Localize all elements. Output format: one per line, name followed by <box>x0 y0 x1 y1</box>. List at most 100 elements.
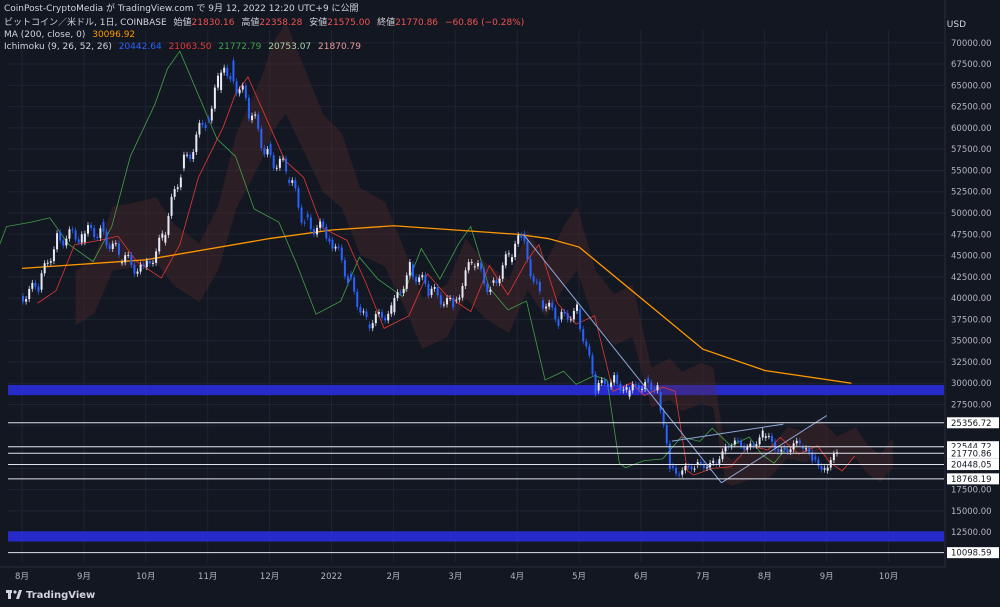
price-candle <box>563 311 566 314</box>
price-candle <box>597 383 600 391</box>
price-candle <box>687 466 690 468</box>
price-candle <box>229 76 232 80</box>
price-candle <box>207 118 210 121</box>
price-candle <box>551 302 554 308</box>
price-candle <box>65 238 68 246</box>
price-candle <box>705 467 708 469</box>
open-label: 始値 <box>173 18 192 28</box>
x-tick-label: 11月 <box>198 572 217 582</box>
price-candle <box>684 466 687 471</box>
price-candle <box>281 158 284 160</box>
price-candle <box>198 122 201 135</box>
price-candle <box>111 243 114 250</box>
price-candle <box>644 382 647 390</box>
price-candle <box>678 474 681 476</box>
price-candle <box>179 177 182 188</box>
price-candle <box>235 81 238 94</box>
price-candle <box>223 67 226 73</box>
price-candle <box>331 239 334 249</box>
price-candle <box>579 308 582 330</box>
price-candle <box>634 384 637 386</box>
price-candle <box>83 233 86 243</box>
price-candle <box>22 295 24 302</box>
x-tick-label: 3月 <box>448 572 462 582</box>
tradingview-brand: TradingView <box>26 590 96 601</box>
level-label: 21770.86 <box>951 449 992 459</box>
price-candle <box>238 89 241 94</box>
x-tick-label: 8月 <box>15 572 29 582</box>
y-tick-label: 12500.00 <box>951 528 992 538</box>
price-candle <box>49 261 52 263</box>
x-tick-label: 7月 <box>696 572 710 582</box>
price-candle <box>263 147 266 155</box>
price-candle <box>733 440 736 445</box>
price-candle <box>504 254 507 266</box>
price-candle <box>554 307 557 320</box>
y-tick-label: 40000.00 <box>951 294 992 304</box>
price-candle <box>777 449 780 452</box>
price-candle <box>749 443 752 448</box>
price-candle <box>467 262 470 271</box>
price-candle <box>455 299 458 301</box>
price-candle <box>625 387 628 390</box>
publish-credit: CoinPost-CryptoMedia が TradingView.com で… <box>4 4 359 14</box>
price-candle <box>430 288 433 295</box>
x-tick-label: 8月 <box>758 572 772 582</box>
price-candle <box>340 247 343 261</box>
price-candle <box>356 291 359 307</box>
price-candle <box>712 460 715 463</box>
level-label-box <box>947 447 999 459</box>
price-candle <box>31 282 34 289</box>
price-candle <box>616 374 619 384</box>
price-candle <box>312 229 315 235</box>
price-candle <box>148 260 151 264</box>
price-candle <box>306 214 309 218</box>
price-candle <box>480 263 483 270</box>
price-candle <box>167 215 170 235</box>
price-candle <box>585 341 588 347</box>
price-candle <box>433 286 436 289</box>
price-candle <box>740 441 743 447</box>
y-tick-label: 30000.00 <box>951 379 992 389</box>
price-candle <box>244 85 247 98</box>
price-candle <box>641 389 643 391</box>
price-candle <box>164 234 167 243</box>
price-candle <box>371 323 374 329</box>
tradingview-logo[interactable]: TradingView <box>6 590 95 601</box>
price-candle <box>718 459 721 464</box>
price-candle <box>647 378 650 383</box>
price-candle <box>260 128 263 148</box>
price-candle <box>396 292 399 298</box>
price-candle <box>52 249 55 262</box>
y-tick-label: 52500.00 <box>951 188 992 198</box>
price-candle <box>381 312 384 318</box>
price-candle <box>127 254 130 256</box>
legend-price-line: ビットコイン／米ドル, 1日, COINBASE 始値21830.16 高値22… <box>4 17 528 29</box>
price-candle <box>257 114 260 129</box>
price-candle <box>93 227 96 238</box>
price-candle <box>572 310 575 320</box>
price-candle <box>424 275 427 284</box>
price-candle <box>34 282 37 287</box>
price-candle <box>300 207 303 223</box>
price-candle <box>476 263 479 267</box>
price-candle <box>622 389 625 391</box>
price-candle <box>130 254 133 265</box>
trend-line-down <box>522 233 722 484</box>
price-candle <box>526 241 529 260</box>
price-candle <box>74 230 77 240</box>
y-tick-label: 67500.00 <box>951 60 992 70</box>
price-candle <box>671 465 674 468</box>
price-candle <box>374 314 377 324</box>
level-label-box <box>947 473 999 485</box>
tradingview-logo-icon <box>6 590 22 599</box>
x-tick-label: 10月 <box>879 572 898 582</box>
y-tick-label: 37500.00 <box>951 315 992 325</box>
level-label-box <box>947 441 999 453</box>
price-candle <box>285 158 288 172</box>
price-candle <box>108 245 111 250</box>
price-candle <box>384 317 387 321</box>
price-candle <box>176 187 179 190</box>
ichimoku-tenkan: 20442.64 <box>118 42 162 52</box>
